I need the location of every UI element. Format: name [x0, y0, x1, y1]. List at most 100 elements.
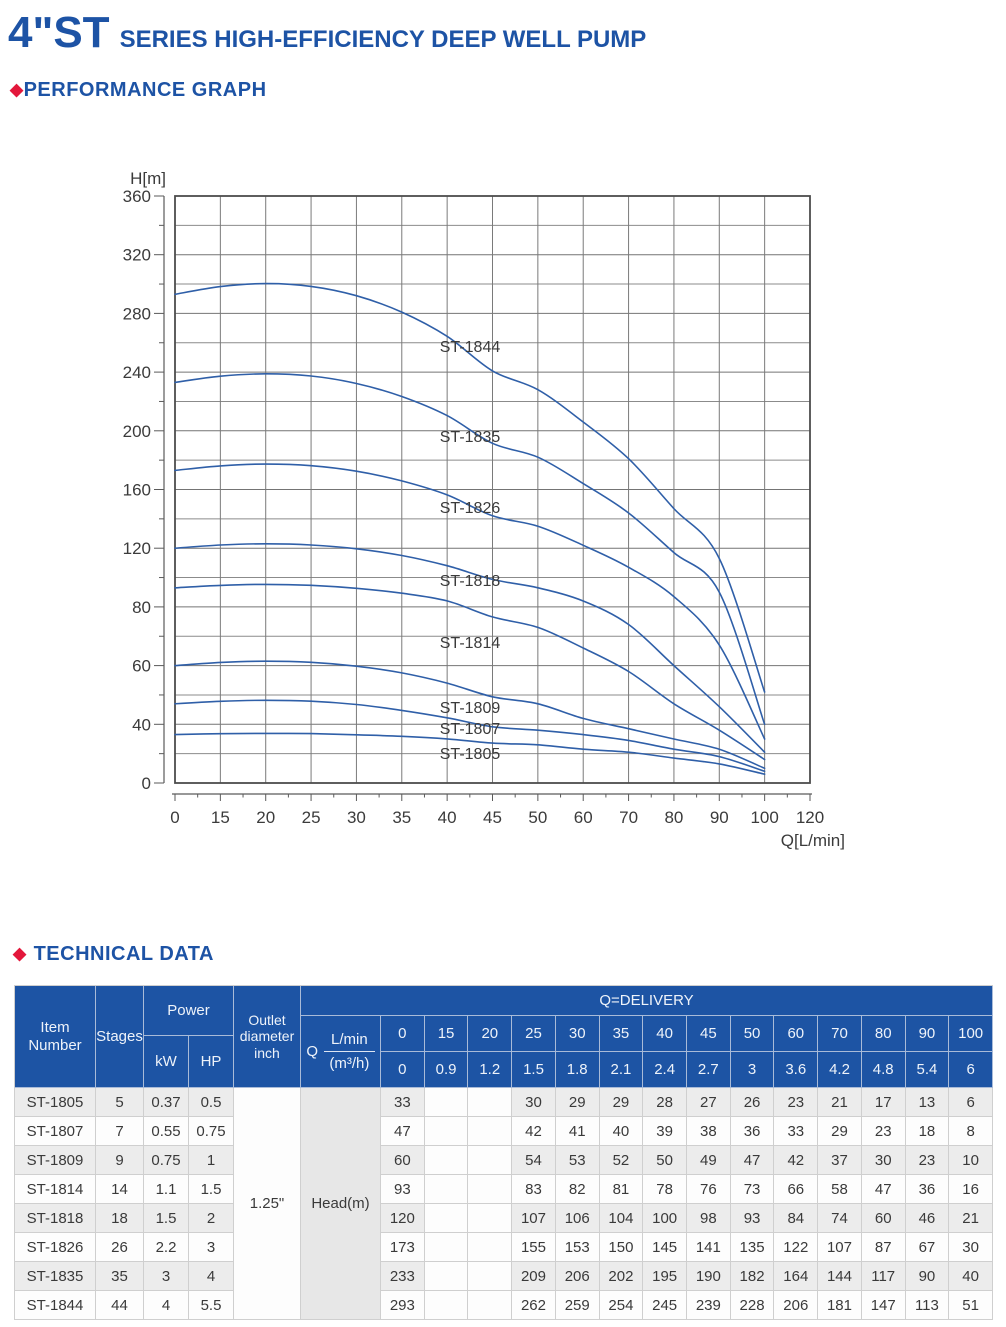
cell-head-value [424, 1262, 469, 1291]
cell-head-value: 67 [905, 1233, 950, 1262]
cell-head-value: 228 [730, 1291, 775, 1320]
delivery-m3h-2.1: 2.1 [599, 1052, 644, 1088]
cell-head-value: 49 [687, 1146, 731, 1175]
y-tick-label: 360 [123, 187, 151, 206]
x-axis-title: Q[L/min] [781, 831, 845, 850]
cell-head-value: 46 [905, 1204, 950, 1233]
curves [174, 282, 766, 775]
cell-head-value: 90 [905, 1262, 950, 1291]
x-tick-label: 90 [710, 808, 729, 827]
cell-head-value: 28 [643, 1088, 687, 1117]
cell-hp: 4 [189, 1262, 234, 1291]
series-label-ST-1805: ST-1805 [440, 746, 501, 763]
q-unit-m3h: (m³/h) [329, 1055, 370, 1072]
cell-head-value [468, 1146, 513, 1175]
y-tick-label: 160 [123, 481, 151, 500]
cell-head-value: 190 [687, 1262, 731, 1291]
cell-head-value: 41 [555, 1117, 600, 1146]
x-axis: 0 15 20 25 30 35 40 45 50 60 70 80 90 100 120 Q[L/min] [170, 793, 845, 850]
cell-head-value: 53 [555, 1146, 600, 1175]
cell-head-value: 10 [949, 1146, 993, 1175]
cell-head-value: 113 [905, 1291, 950, 1320]
cell-head-value: 23 [774, 1088, 819, 1117]
delivery-lmin-70: 70 [818, 1016, 862, 1052]
cell-head-value: 254 [599, 1291, 644, 1320]
cell-head-value [468, 1262, 513, 1291]
cell-head-value: 259 [555, 1291, 600, 1320]
cell-stages: 26 [96, 1233, 144, 1262]
cell-head-value: 181 [818, 1291, 862, 1320]
gridlines [175, 196, 810, 783]
cell-item: ST-1814 [15, 1175, 96, 1204]
section-technical-data: ◆ TECHNICAL DATA [13, 943, 214, 966]
y-tick-label: 200 [123, 422, 151, 441]
section-performance-graph-label: PERFORMANCE GRAPH [23, 79, 267, 101]
q-unit-content: Q L/min (m³/h) [306, 1031, 375, 1073]
cell-head-value: 98 [687, 1204, 731, 1233]
delivery-lmin-40: 40 [643, 1016, 687, 1052]
cell-head-value: 30 [949, 1233, 993, 1262]
cell-head-value [424, 1291, 469, 1320]
cell-stages: 5 [96, 1088, 144, 1117]
cell-head-value [424, 1175, 469, 1204]
x-tick-label: 100 [750, 808, 778, 827]
q-symbol: Q [306, 1042, 318, 1060]
delivery-m3h-1.5: 1.5 [512, 1052, 556, 1088]
cell-head-value: 153 [555, 1233, 600, 1262]
cell-head-value: 164 [774, 1262, 819, 1291]
cell-head-value: 21 [949, 1204, 993, 1233]
cell-head-value [468, 1291, 513, 1320]
cell-head-value: 54 [512, 1146, 556, 1175]
cell-head-value: 93 [730, 1204, 775, 1233]
cell-head-value: 293 [381, 1291, 425, 1320]
series-labels: ST-1844 ST-1835 ST-1826 ST-1818 ST-1814 ST-18… [440, 339, 501, 763]
delivery-m3h-3: 3 [730, 1052, 775, 1088]
curve-ST-1809 [174, 660, 766, 770]
y-tick-label: 60 [132, 657, 151, 676]
cell-head-value: 173 [381, 1233, 425, 1262]
delivery-lmin-35: 35 [599, 1016, 644, 1052]
delivery-m3h-2.7: 2.7 [687, 1052, 731, 1088]
cell-item: ST-1807 [15, 1117, 96, 1146]
cell-hp: 2 [189, 1204, 234, 1233]
delivery-m3h-4.8: 4.8 [861, 1052, 906, 1088]
cell-head-value: 58 [818, 1175, 862, 1204]
cell-head-value: 60 [381, 1146, 425, 1175]
cell-head-value: 182 [730, 1262, 775, 1291]
x-tick-label: 50 [528, 808, 547, 827]
header-hp: HP [189, 1036, 234, 1088]
cell-head-value: 30 [512, 1088, 556, 1117]
cell-head-value: 84 [774, 1204, 819, 1233]
cell-stages: 35 [96, 1262, 144, 1291]
curve-ST-1807 [174, 699, 766, 773]
cell-head-value: 29 [599, 1088, 644, 1117]
cell-head-value: 17 [861, 1088, 906, 1117]
delivery-m3h-1.2: 1.2 [468, 1052, 513, 1088]
delivery-m3h-6: 6 [949, 1052, 993, 1088]
cell-head-value: 50 [643, 1146, 687, 1175]
cell-head-value: 33 [774, 1117, 819, 1146]
curve-ST-1814 [174, 583, 766, 761]
cell-head-value: 239 [687, 1291, 731, 1320]
section-technical-data-label: TECHNICAL DATA [33, 943, 214, 965]
cell-head-value: 195 [643, 1262, 687, 1291]
cell-head-value [424, 1233, 469, 1262]
delivery-lmin-25: 25 [512, 1016, 556, 1052]
series-label-ST-1814: ST-1814 [440, 635, 501, 652]
cell-head-value: 206 [774, 1291, 819, 1320]
cell-stages: 9 [96, 1146, 144, 1175]
cell-head-value: 51 [949, 1291, 993, 1320]
cell-head-value: 106 [555, 1204, 600, 1233]
header-power: Power [144, 986, 234, 1036]
y-tick-label: 40 [132, 715, 151, 734]
section-performance-graph: ◆PERFORMANCE GRAPH [10, 79, 267, 102]
cell-head-value: 47 [381, 1117, 425, 1146]
cell-head-value: 206 [555, 1262, 600, 1291]
x-tick-label: 35 [392, 808, 411, 827]
cell-head-value: 36 [905, 1175, 950, 1204]
cell-head-value: 27 [687, 1088, 731, 1117]
cell-head-value: 155 [512, 1233, 556, 1262]
cell-head-value: 209 [512, 1262, 556, 1291]
delivery-lmin-20: 20 [468, 1016, 513, 1052]
cell-head-value: 6 [949, 1088, 993, 1117]
